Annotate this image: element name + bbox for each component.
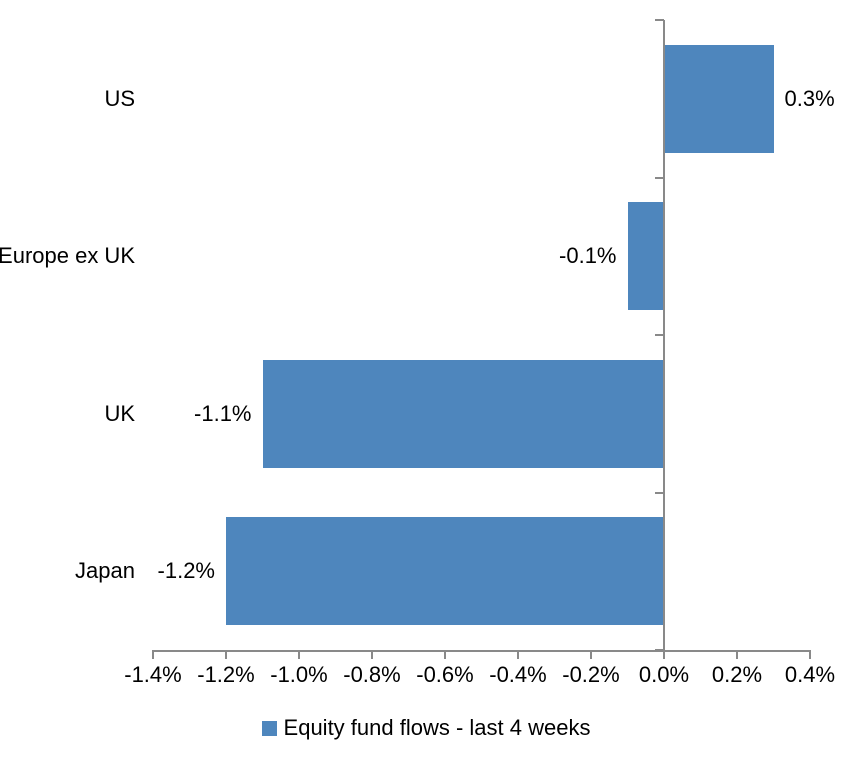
x-tick-label: 0.2% <box>711 662 763 687</box>
x-axis-tick <box>444 650 446 659</box>
bar-europe-ex-uk <box>627 202 664 311</box>
category-label-europe-ex-uk: Europe ex UK <box>0 243 135 269</box>
category-axis-tick <box>655 334 664 336</box>
x-tick-label: -1.4% <box>124 662 182 687</box>
bar-uk <box>262 359 664 468</box>
legend-marker <box>261 720 277 736</box>
x-tick-label: -0.4% <box>489 662 547 687</box>
category-axis-tick <box>655 19 664 21</box>
x-tick-label: -0.2% <box>562 662 620 687</box>
category-axis-tick <box>655 176 664 179</box>
x-tick-label: -1.2% <box>197 662 255 687</box>
x-axis-tick <box>736 650 738 659</box>
x-axis-tick <box>663 650 665 659</box>
x-axis-tick <box>517 650 519 659</box>
x-axis-line <box>152 650 811 652</box>
x-axis-tick <box>225 650 227 659</box>
x-tick-label: -1.0% <box>270 662 328 687</box>
value-label-europe-ex-uk: -0.1% <box>559 243 617 269</box>
x-tick-label: 0.0% <box>638 662 690 687</box>
x-tick-label: 0.4% <box>784 662 836 687</box>
x-axis-tick <box>590 650 592 659</box>
zero-axis-line <box>663 20 665 652</box>
bar-japan <box>226 517 664 626</box>
value-label-japan: -1.2% <box>157 558 215 584</box>
legend-label: Equity fund flows - last 4 weeks <box>283 715 591 740</box>
category-label-japan: Japan <box>75 558 135 584</box>
x-axis-tick <box>371 650 373 659</box>
category-label-us: US <box>104 85 135 111</box>
category-axis-tick <box>655 491 664 494</box>
legend: Equity fund flows - last 4 weeks <box>0 715 852 741</box>
bar-us <box>664 44 774 153</box>
x-axis-tick <box>152 650 154 659</box>
x-tick-label: -0.8% <box>343 662 401 687</box>
value-label-us: 0.3% <box>784 85 835 111</box>
x-axis-tick <box>298 650 300 659</box>
value-label-uk: -1.1% <box>194 400 252 426</box>
category-label-uk: UK <box>104 400 135 426</box>
x-tick-label: -0.6% <box>416 662 474 687</box>
category-axis-tick <box>655 649 664 651</box>
x-axis-tick <box>809 650 811 659</box>
